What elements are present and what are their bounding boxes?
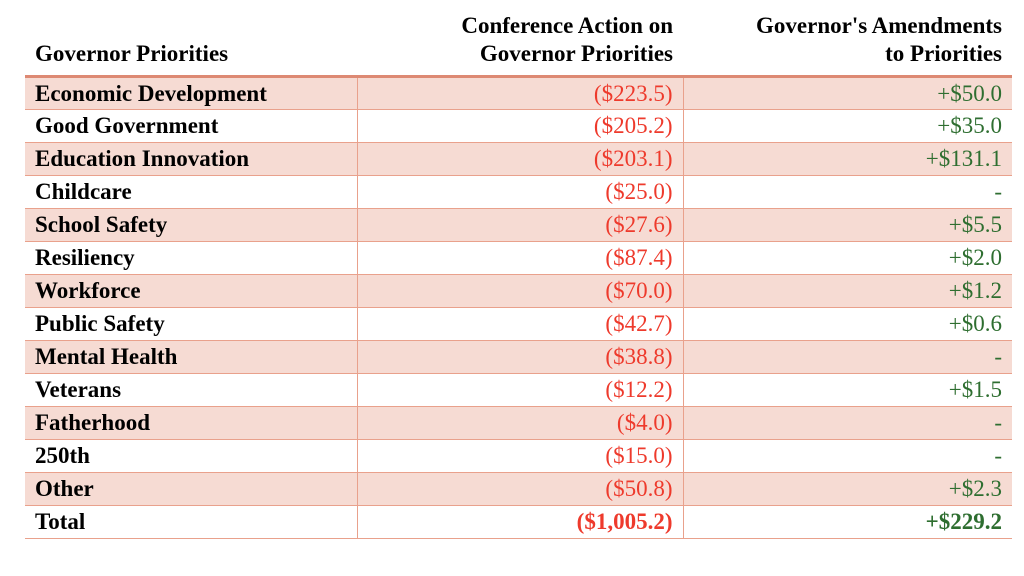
amendment-cell: +$1.5 [683, 373, 1012, 407]
table-row: Resiliency ($87.4) +$2.0 [25, 241, 1012, 275]
amendment-cell: - [683, 340, 1012, 374]
priority-cell: Childcare [25, 175, 357, 209]
priority-cell: Public Safety [25, 307, 357, 341]
action-cell: ($223.5) [356, 76, 684, 110]
total-label-cell: Total [25, 505, 357, 539]
amendment-cell: +$50.0 [683, 76, 1012, 110]
col-header-conference-action-line1: Conference Action on [461, 13, 673, 38]
table-row: Economic Development ($223.5) +$50.0 [25, 76, 1012, 110]
amendment-cell: +$1.2 [683, 274, 1012, 308]
action-cell: ($12.2) [356, 373, 684, 407]
table-row: Education Innovation ($203.1) +$131.1 [25, 142, 1012, 176]
action-cell: ($15.0) [356, 439, 684, 473]
table-row: Workforce ($70.0) +$1.2 [25, 274, 1012, 308]
table-row: School Safety ($27.6) +$5.5 [25, 208, 1012, 242]
table-body: Economic Development ($223.5) +$50.0 Goo… [25, 76, 1012, 506]
priority-cell: Good Government [25, 109, 357, 143]
col-header-governor-priorities: Governor Priorities [25, 6, 357, 78]
amendment-cell: +$0.6 [683, 307, 1012, 341]
priority-cell: Fatherhood [25, 406, 357, 440]
table-row: Mental Health ($38.8) - [25, 340, 1012, 374]
table-row: Veterans ($12.2) +$1.5 [25, 373, 1012, 407]
priority-cell: School Safety [25, 208, 357, 242]
priority-cell: Workforce [25, 274, 357, 308]
table-row: Public Safety ($42.7) +$0.6 [25, 307, 1012, 341]
priorities-table-container: Governor Priorities Conference Action on… [25, 6, 1012, 539]
action-cell: ($4.0) [356, 406, 684, 440]
amendment-cell: +$2.3 [683, 472, 1012, 506]
priority-cell: 250th [25, 439, 357, 473]
table-row: 250th ($15.0) - [25, 439, 1012, 473]
amendment-cell: +$35.0 [683, 109, 1012, 143]
total-row: Total ($1,005.2) +$229.2 [25, 505, 1012, 539]
priority-cell: Resiliency [25, 241, 357, 275]
priority-cell: Other [25, 472, 357, 506]
amendment-cell: +$2.0 [683, 241, 1012, 275]
col-header-conference-action-line2: Governor Priorities [479, 41, 673, 66]
priority-cell: Veterans [25, 373, 357, 407]
col-header-conference-action: Conference Action on Governor Priorities [357, 6, 683, 78]
action-cell: ($205.2) [356, 109, 684, 143]
priority-cell: Economic Development [25, 76, 357, 110]
table-row: Other ($50.8) +$2.3 [25, 472, 1012, 506]
col-header-amendments: Governor's Amendments to Priorities [683, 6, 1012, 78]
action-cell: ($70.0) [356, 274, 684, 308]
amendment-cell: +$5.5 [683, 208, 1012, 242]
action-cell: ($87.4) [356, 241, 684, 275]
amendment-cell: - [683, 406, 1012, 440]
action-cell: ($25.0) [356, 175, 684, 209]
action-cell: ($42.7) [356, 307, 684, 341]
action-cell: ($203.1) [356, 142, 684, 176]
table-row: Childcare ($25.0) - [25, 175, 1012, 209]
amendment-cell: +$131.1 [683, 142, 1012, 176]
total-action-cell: ($1,005.2) [356, 505, 684, 539]
col-header-amendments-line2: to Priorities [885, 41, 1002, 66]
amendment-cell: - [683, 175, 1012, 209]
amendment-cell: - [683, 439, 1012, 473]
total-amendment-cell: +$229.2 [683, 505, 1012, 539]
col-header-governor-priorities-label: Governor Priorities [35, 41, 229, 66]
action-cell: ($50.8) [356, 472, 684, 506]
table-row: Fatherhood ($4.0) - [25, 406, 1012, 440]
priority-cell: Mental Health [25, 340, 357, 374]
header-row: Governor Priorities Conference Action on… [25, 6, 1012, 78]
action-cell: ($27.6) [356, 208, 684, 242]
action-cell: ($38.8) [356, 340, 684, 374]
priority-cell: Education Innovation [25, 142, 357, 176]
table-row: Good Government ($205.2) +$35.0 [25, 109, 1012, 143]
col-header-amendments-line1: Governor's Amendments [756, 13, 1002, 38]
governor-priorities-table: Governor Priorities Conference Action on… [25, 6, 1012, 539]
